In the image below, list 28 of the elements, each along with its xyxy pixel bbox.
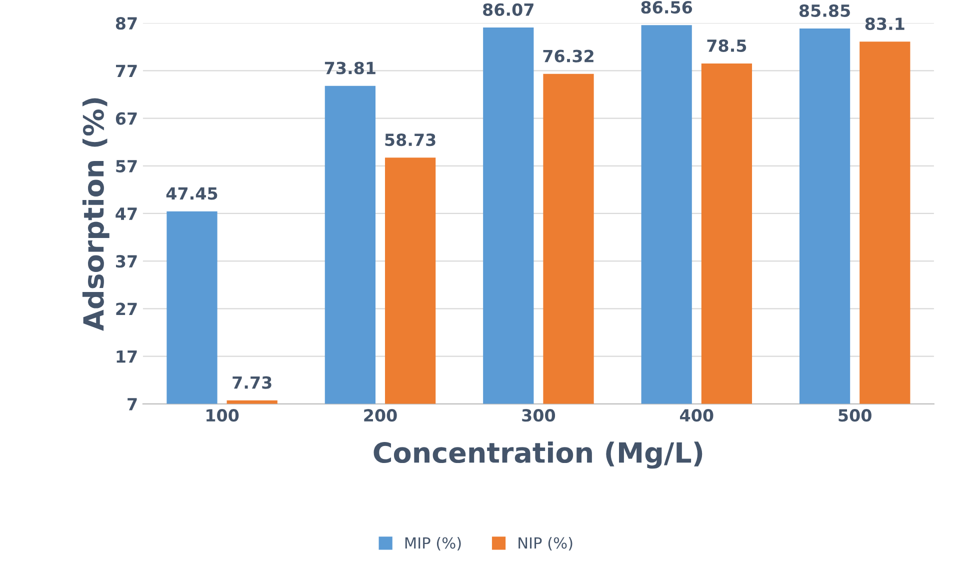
- x-axis-title: Concentration (Mg/L): [374, 442, 702, 469]
- y-axis-title: Adsorption (%): [82, 98, 110, 331]
- data-label: 47.45: [166, 187, 218, 200]
- data-label: 85.85: [799, 4, 850, 17]
- y-tick-label: 67: [116, 112, 137, 125]
- y-tick-label: 47: [116, 208, 137, 220]
- data-label: 83.1: [865, 17, 904, 30]
- data-label: 73.81: [324, 62, 376, 74]
- x-tick-label: 400: [680, 409, 714, 422]
- legend-label: NIP (%): [518, 536, 572, 551]
- data-label: 78.5: [707, 39, 746, 52]
- y-tick-label: 27: [116, 302, 137, 316]
- data-label: 7.73: [232, 376, 272, 389]
- x-tick-label: 300: [522, 409, 556, 422]
- y-tick-label: 87: [116, 17, 137, 30]
- y-tick-label: 7: [128, 398, 137, 410]
- x-tick-label: 100: [206, 409, 239, 422]
- x-tick-label: 200: [364, 409, 397, 422]
- data-label: 86.56: [641, 1, 692, 14]
- y-tick-label: 17: [116, 350, 137, 363]
- x-tick-label: 500: [838, 409, 872, 422]
- y-tick-label: 77: [116, 64, 137, 78]
- legend-label: MIP (%): [405, 536, 461, 551]
- data-label: 76.32: [543, 50, 594, 62]
- data-label: 58.73: [385, 133, 436, 146]
- y-tick-label: 57: [116, 160, 137, 172]
- data-label: 86.07: [483, 3, 534, 16]
- y-tick-label: 37: [116, 255, 137, 268]
